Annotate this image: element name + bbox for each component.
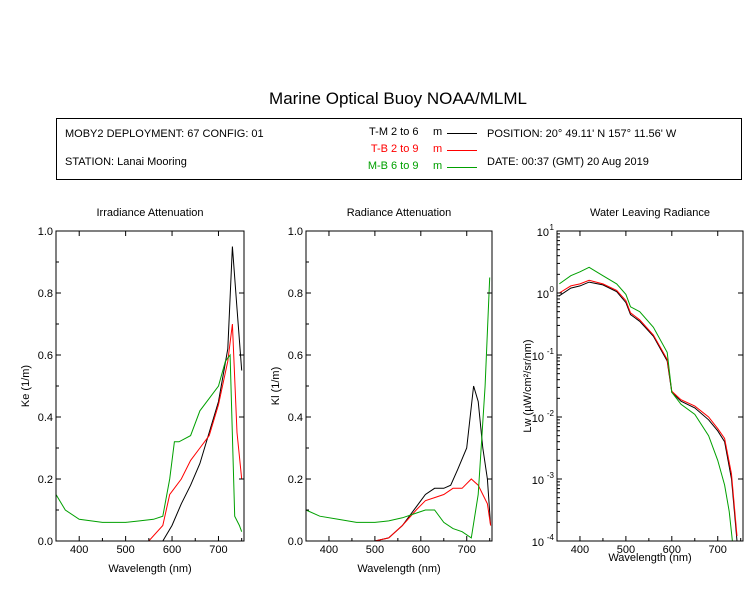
plot-panel: Radiance Attenuation 400 500 600 700 0.0 0.2 0.… xyxy=(270,207,493,575)
y-tick-label: 10 0 xyxy=(537,285,555,301)
legend-unit: m xyxy=(433,126,443,138)
series-line-t-m xyxy=(351,385,492,542)
y-tick-label: 0.0 xyxy=(38,536,53,548)
y-axis-label: Ke (1/m) xyxy=(20,365,32,407)
y-tick-exponent: -2 xyxy=(547,409,555,418)
series-line-m-b xyxy=(559,266,733,542)
legend-range: 2 to 6 xyxy=(391,126,419,138)
legend-line xyxy=(447,167,477,168)
y-axis-label: Lw (µW/cm²/sr/nm) xyxy=(522,339,534,432)
series-line-m-b xyxy=(305,277,491,539)
y-tick-exponent: -4 xyxy=(547,533,555,542)
x-tick-label: 700 xyxy=(458,544,476,556)
y-tick-base: 10 xyxy=(532,351,544,363)
station-text: STATION: Lanai Mooring xyxy=(65,156,187,168)
x-tick-label: 600 xyxy=(663,544,681,556)
legend-range: 6 to 9 xyxy=(391,160,419,172)
x-tick-label: 600 xyxy=(412,544,430,556)
series-line-t-b xyxy=(56,323,243,542)
y-tick-exponent: 1 xyxy=(550,223,555,232)
legend-code: T-M xyxy=(369,126,388,138)
y-tick-label: 10 1 xyxy=(537,223,555,239)
y-tick-label: 10 -2 xyxy=(532,409,555,425)
legend-code: T-B xyxy=(370,143,388,155)
position-text: POSITION: 20° 49.11' N 157° 11.56' W xyxy=(487,128,677,140)
y-tick-base: 10 xyxy=(532,537,544,549)
y-tick-label: 0.8 xyxy=(38,288,53,300)
series-line-m-b xyxy=(55,353,243,532)
panel-title: Radiance Attenuation xyxy=(347,207,452,219)
y-tick-base: 10 xyxy=(537,227,549,239)
legend-unit: m xyxy=(433,143,443,155)
legend-range: 2 to 9 xyxy=(391,143,419,155)
chart-title: Marine Optical Buoy NOAA/MLML xyxy=(269,89,527,108)
y-tick-label: 10 -3 xyxy=(532,471,555,487)
y-tick-label: 0.6 xyxy=(288,350,303,362)
x-tick-label: 500 xyxy=(617,544,635,556)
legend-code: M-B xyxy=(367,160,388,172)
y-tick-label: 10 -1 xyxy=(532,347,555,363)
legend-unit: m xyxy=(433,160,443,172)
x-axis-label: Wavelength (nm) xyxy=(608,552,691,564)
deployment-text: MOBY2 DEPLOYMENT: 67 CONFIG: 01 xyxy=(65,128,264,140)
y-tick-label: 10 -4 xyxy=(532,533,555,549)
x-tick-label: 700 xyxy=(209,544,227,556)
x-tick-label: 600 xyxy=(163,544,181,556)
plot-panel: Irradiance Attenuation 400 500 600 700 0.0 0.2… xyxy=(20,207,245,575)
legend-line xyxy=(447,150,477,151)
x-tick-label: 400 xyxy=(320,544,338,556)
x-axis-label: Wavelength (nm) xyxy=(357,563,440,575)
y-tick-base: 10 xyxy=(532,413,544,425)
panel-title: Water Leaving Radiance xyxy=(590,207,710,219)
y-tick-label: 0.6 xyxy=(38,350,53,362)
y-tick-exponent: -1 xyxy=(547,347,555,356)
x-axis-label: Wavelength (nm) xyxy=(108,563,191,575)
y-tick-label: 1.0 xyxy=(38,226,53,238)
x-tick-label: 400 xyxy=(70,544,88,556)
y-tick-label: 0.4 xyxy=(38,412,53,424)
y-tick-base: 10 xyxy=(537,289,549,301)
y-tick-label: 0.2 xyxy=(38,474,53,486)
y-tick-label: 0.2 xyxy=(288,474,303,486)
y-tick-label: 0.8 xyxy=(288,288,303,300)
series-line-t-b xyxy=(351,478,492,542)
y-tick-label: 0.0 xyxy=(288,536,303,548)
x-tick-label: 700 xyxy=(709,544,727,556)
info-box: MOBY2 DEPLOYMENT: 67 CONFIG: 01 STATION:… xyxy=(56,118,742,180)
x-tick-label: 500 xyxy=(366,544,384,556)
series-line-t-m xyxy=(162,246,243,542)
series-line-t-b xyxy=(559,279,738,537)
x-tick-label: 500 xyxy=(116,544,134,556)
x-tick-label: 400 xyxy=(571,544,589,556)
y-tick-exponent: 0 xyxy=(550,285,555,294)
y-tick-label: 1.0 xyxy=(288,226,303,238)
y-tick-exponent: -3 xyxy=(547,471,555,480)
y-tick-label: 0.4 xyxy=(288,412,303,424)
series-line-t-m xyxy=(559,281,738,542)
panel-title: Irradiance Attenuation xyxy=(96,207,203,219)
plot-frame xyxy=(305,230,493,542)
y-axis-label: Kl (1/m) xyxy=(270,367,282,406)
plot-frame xyxy=(55,230,245,542)
plot-frame xyxy=(556,230,744,542)
legend-line xyxy=(447,133,477,134)
date-text: DATE: 00:37 (GMT) 20 Aug 2019 xyxy=(487,156,649,168)
y-tick-base: 10 xyxy=(532,475,544,487)
